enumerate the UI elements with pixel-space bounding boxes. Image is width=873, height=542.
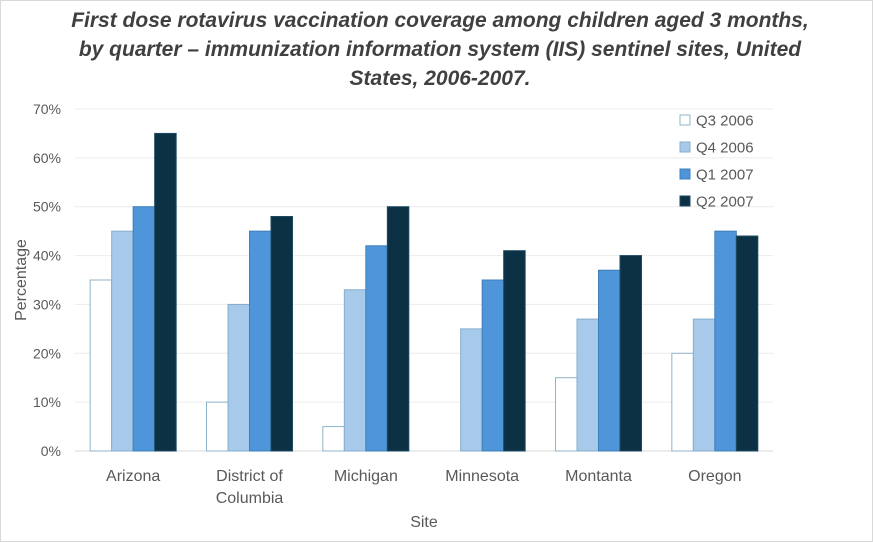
- legend-swatch: [679, 168, 691, 180]
- y-tick-label: 20%: [33, 345, 61, 361]
- bar: [365, 245, 388, 452]
- bar: [460, 328, 483, 452]
- bar: [692, 318, 716, 452]
- bar: [576, 318, 599, 452]
- chart-title: First dose rotavirus vaccination coverag…: [71, 9, 809, 90]
- bar: [481, 279, 505, 452]
- legend-label: Q3 2006: [696, 113, 754, 130]
- gridlines: [75, 108, 773, 452]
- bar: [249, 230, 272, 452]
- y-tick-label: 30%: [33, 296, 61, 312]
- x-tick-label: District of: [216, 468, 283, 485]
- bar: [343, 289, 367, 452]
- legend: Q3 2006 Q4 2006 Q1 2007 Q2 2007: [679, 113, 754, 211]
- bar: [206, 401, 229, 452]
- legend-label: Q4 2006: [696, 140, 754, 157]
- y-axis-ticks: 0% 10% 20% 30% 40% 50% 60% 70%: [33, 101, 61, 459]
- legend-label: Q1 2007: [696, 167, 754, 184]
- bar: [270, 215, 293, 452]
- bar: [322, 426, 345, 452]
- bar: [386, 206, 410, 452]
- x-tick-label: Montanta: [565, 468, 632, 485]
- bar: [555, 377, 578, 452]
- legend-swatch: [679, 141, 691, 153]
- bar: [89, 279, 113, 452]
- bars: [89, 132, 759, 452]
- bar: [714, 230, 737, 452]
- y-tick-label: 0%: [41, 443, 61, 459]
- x-axis-ticks: Arizona District of Columbia Michigan Minnes…: [106, 468, 741, 507]
- bar: [111, 230, 134, 452]
- y-tick-label: 50%: [33, 199, 61, 215]
- x-tick-label: Minnesota: [445, 468, 519, 485]
- y-tick-label: 40%: [33, 248, 61, 264]
- bar: [619, 255, 642, 452]
- bar: [671, 352, 694, 452]
- y-axis-label: Percentage: [13, 239, 30, 321]
- y-tick-label: 60%: [33, 150, 61, 166]
- bar: [227, 303, 250, 452]
- x-tick-label: Oregon: [688, 468, 741, 485]
- legend-label: Q2 2007: [696, 194, 754, 211]
- y-tick-label: 10%: [33, 394, 61, 410]
- bar: [503, 250, 526, 452]
- x-axis-label: Site: [410, 514, 438, 531]
- bar: [154, 132, 177, 452]
- bar: [598, 269, 621, 452]
- y-tick-label: 70%: [33, 101, 61, 117]
- x-tick-label: Arizona: [106, 468, 160, 485]
- bar: [132, 206, 156, 452]
- bar: [735, 235, 759, 452]
- legend-swatch: [679, 195, 691, 207]
- legend-swatch: [679, 114, 691, 126]
- x-tick-label: Columbia: [216, 490, 284, 507]
- x-tick-label: Michigan: [334, 468, 398, 485]
